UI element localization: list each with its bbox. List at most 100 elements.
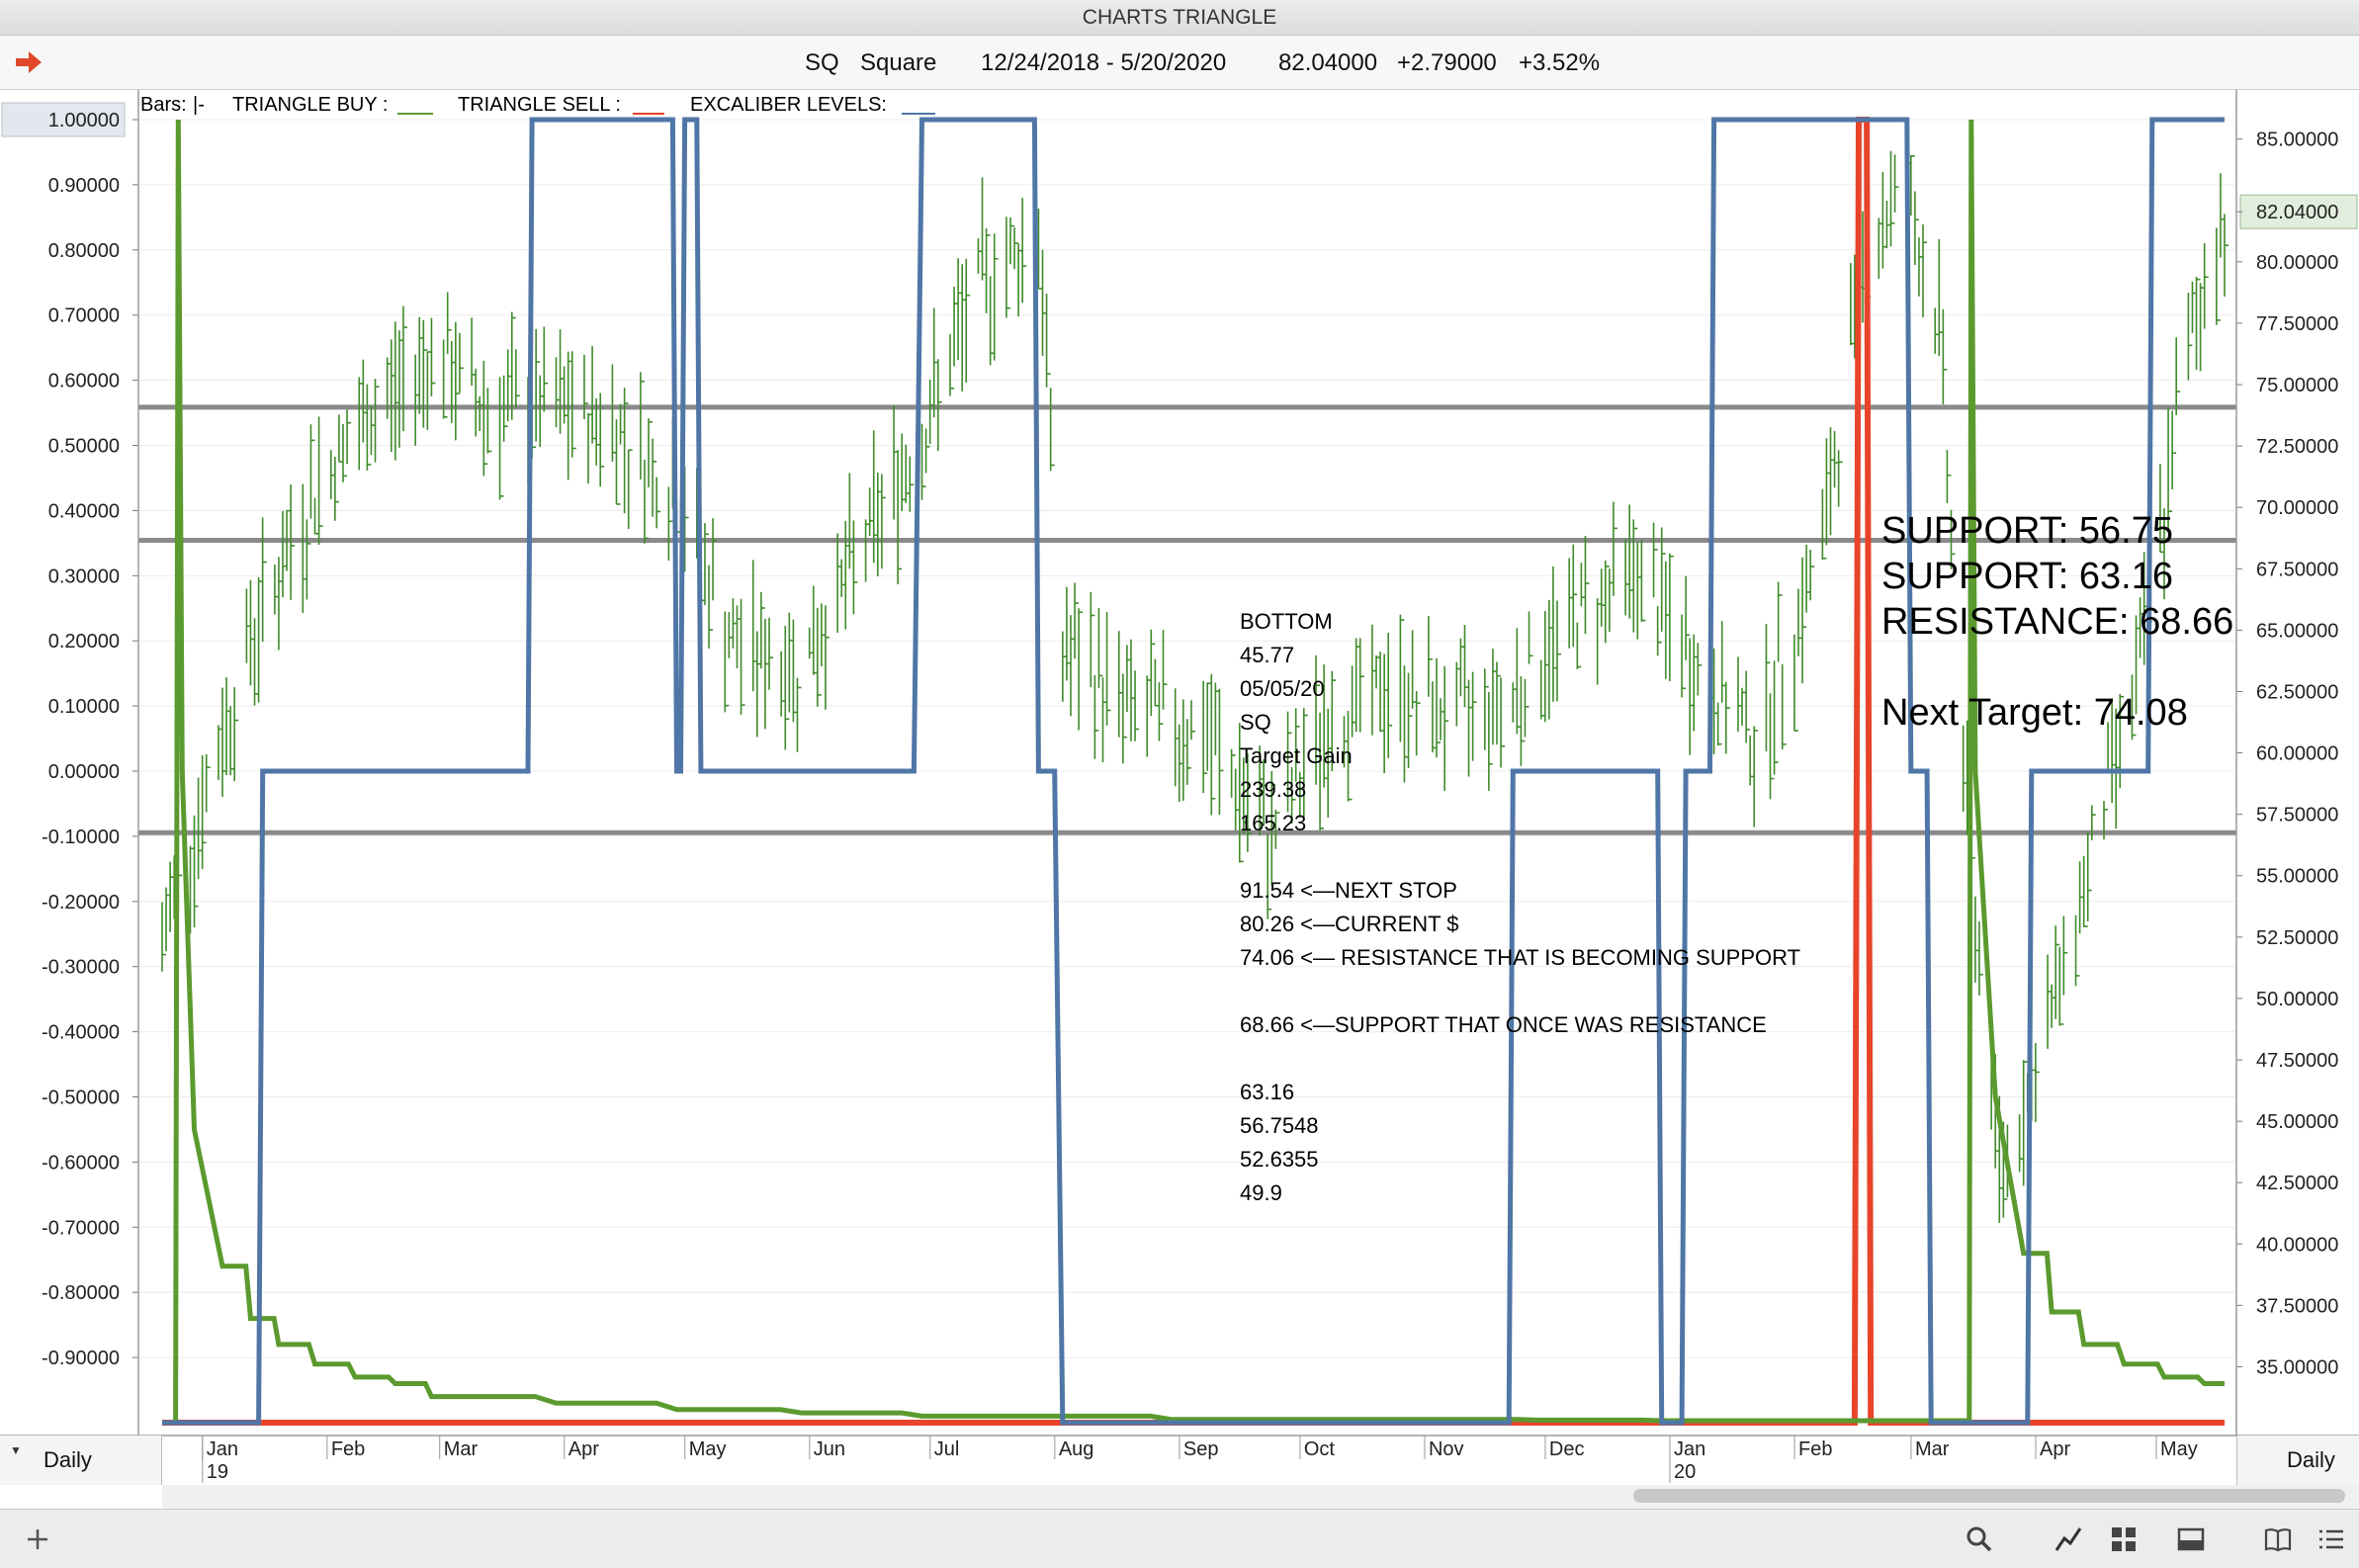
right-tick-label-8: 65.00000 [2256, 620, 2338, 642]
left-tick-label-6: 0.40000 [48, 500, 120, 522]
x-tick-label-8: Sep [1183, 1438, 1219, 1460]
caret-down-icon[interactable]: ▼ [10, 1443, 22, 1457]
left-tick-label-0: 1.00000 [48, 110, 120, 131]
price-bars [161, 150, 2228, 1223]
legend-bars-label: Bars: [140, 94, 187, 116]
annotation-line-5: 239.38 [1240, 777, 1306, 802]
annotation-line-2: 05/05/20 [1240, 676, 1325, 701]
symbol-info-bar: SQ Square 12/24/2018 - 5/20/2020 82.0400… [0, 36, 2359, 90]
period-selector-left[interactable]: ▼ Daily [0, 1436, 162, 1485]
x-year-label-1: 20 [1674, 1461, 1696, 1483]
right-tick-label-18: 40.00000 [2256, 1234, 2338, 1256]
annotation-line-17: 49.9 [1240, 1180, 1282, 1205]
right-tick-label-11: 57.50000 [2256, 805, 2338, 827]
annotation-line-9: 80.26 <—CURRENT $ [1240, 912, 1459, 936]
annotation-line-3: SQ [1240, 710, 1271, 735]
right-tick-label-5: 72.50000 [2256, 436, 2338, 458]
x-tick-label-16: May [2160, 1438, 2198, 1460]
annotation-big-line-1: SUPPORT: 63.16 [1881, 556, 2173, 597]
annotation-line-12: 68.66 <—SUPPORT THAT ONCE WAS RESISTANCE [1240, 1012, 1767, 1037]
annotation-big-line-4: Next Target: 74.08 [1881, 692, 2188, 734]
list-icon[interactable] [2314, 1522, 2349, 1557]
annotation-big-line-2: RESISTANCE: 68.66 [1881, 601, 2233, 643]
annotation-line-4: Target Gain [1240, 743, 1353, 768]
left-tick-label-9: 0.10000 [48, 696, 120, 718]
annotation-line-14: 63.16 [1240, 1080, 1294, 1104]
panel-icon[interactable] [2173, 1522, 2209, 1557]
window-title: CHARTS TRIANGLE [0, 0, 2359, 36]
left-tick-label-2: 0.80000 [48, 240, 120, 262]
left-tick-label-18: -0.80000 [42, 1282, 120, 1304]
x-tick-label-6: Jul [934, 1438, 960, 1460]
right-tick-label-10: 60.00000 [2256, 743, 2338, 765]
period-label-right: Daily [2287, 1447, 2335, 1472]
left-tick-label-13: -0.30000 [42, 957, 120, 979]
x-tick-label-10: Nov [1429, 1438, 1464, 1460]
left-tick-label-7: 0.30000 [48, 566, 120, 587]
right-tick-label-17: 42.50000 [2256, 1173, 2338, 1194]
x-tick-label-0: Jan [207, 1438, 238, 1460]
x-tick-label-7: Aug [1059, 1438, 1094, 1460]
add-icon[interactable] [20, 1522, 55, 1557]
annotation-line-8: 91.54 <—NEXT STOP [1240, 878, 1457, 903]
right-tick-label-3: 77.50000 [2256, 313, 2338, 335]
arrow-right-icon[interactable] [14, 49, 44, 75]
period-selector-right[interactable]: Daily [2236, 1436, 2359, 1485]
search-icon[interactable] [1962, 1522, 1997, 1557]
symbol-ticker: SQ [805, 49, 839, 76]
right-tick-label-1: 82.04000 [2256, 202, 2338, 223]
x-tick-label-9: Oct [1304, 1438, 1336, 1460]
annotation-line-15: 56.7548 [1240, 1113, 1319, 1138]
annotation-line-16: 52.6355 [1240, 1147, 1319, 1172]
right-tick-label-14: 50.00000 [2256, 989, 2338, 1010]
line-drawing-icon[interactable] [2051, 1522, 2086, 1557]
left-tick-label-5: 0.50000 [48, 436, 120, 458]
legend-buy-label: TRIANGLE BUY : [232, 94, 388, 116]
left-tick-label-8: 0.20000 [48, 631, 120, 653]
horizontal-scrollbar[interactable] [162, 1485, 2359, 1509]
right-tick-label-4: 75.00000 [2256, 375, 2338, 396]
legend-sell-label: TRIANGLE SELL : [458, 94, 621, 116]
grid-icon[interactable] [2106, 1522, 2141, 1557]
symbol-name: Square [860, 49, 937, 76]
right-tick-label-12: 55.00000 [2256, 866, 2338, 888]
excaliber-levels-line [162, 117, 2225, 1426]
x-tick-label-5: Jun [814, 1438, 845, 1460]
x-tick-label-3: Apr [568, 1438, 599, 1460]
annotation-line-10: 74.06 <— RESISTANCE THAT IS BECOMING SUP… [1240, 945, 1800, 970]
date-range: 12/24/2018 - 5/20/2020 [981, 49, 1227, 76]
annotation-big-line-0: SUPPORT: 56.75 [1881, 510, 2173, 552]
right-tick-label-16: 45.00000 [2256, 1111, 2338, 1133]
right-tick-label-15: 47.50000 [2256, 1050, 2338, 1072]
current-price-highlight [2239, 194, 2358, 229]
x-tick-label-1: Feb [331, 1438, 365, 1460]
legend-excaliber-label: EXCALIBER LEVELS: [690, 94, 887, 116]
right-tick-label-13: 52.50000 [2256, 927, 2338, 949]
indicator-series [162, 117, 2225, 1426]
annotation-line-1: 45.77 [1240, 643, 1294, 667]
annotation-line-6: 165.23 [1240, 811, 1306, 835]
price-chart[interactable]: 1.00000 0.90000 0.80000 0.70000 0.60000 0.500… [0, 90, 2359, 1485]
x-tick-label-13: Feb [1798, 1438, 1832, 1460]
triangle-buy-line [162, 119, 2225, 1426]
x-tick-label-14: Mar [1915, 1438, 1950, 1460]
annotation-block: BOTTOM 45.77 05/05/20 SQ Target Gain 239.38 16… [1240, 609, 1800, 1205]
book-icon[interactable] [2260, 1522, 2296, 1557]
left-tick-label-14: -0.40000 [42, 1022, 120, 1044]
period-label-left: Daily [44, 1447, 92, 1472]
x-tick-label-2: Mar [444, 1438, 479, 1460]
legend-bars-symbol: |- [193, 94, 205, 116]
right-axis: 85.00000 82.04000 80.00000 77.50000 75.00000… [2236, 130, 2358, 1378]
left-tick-label-17: -0.70000 [42, 1217, 120, 1239]
left-tick-label-3: 0.70000 [48, 305, 120, 327]
scrollbar-thumb[interactable] [1633, 1489, 2345, 1503]
left-tick-label-1: 0.90000 [48, 175, 120, 197]
left-axis: 1.00000 0.90000 0.80000 0.70000 0.60000 0.500… [1, 102, 138, 1369]
left-tick-label-19: -0.90000 [42, 1348, 120, 1369]
legend: Bars: |- TRIANGLE BUY : TRIANGLE SELL : … [140, 94, 935, 116]
x-tick-label-11: Dec [1549, 1438, 1585, 1460]
left-tick-highlight [1, 102, 126, 137]
left-tick-label-12: -0.20000 [42, 892, 120, 914]
right-tick-label-7: 67.50000 [2256, 559, 2338, 580]
